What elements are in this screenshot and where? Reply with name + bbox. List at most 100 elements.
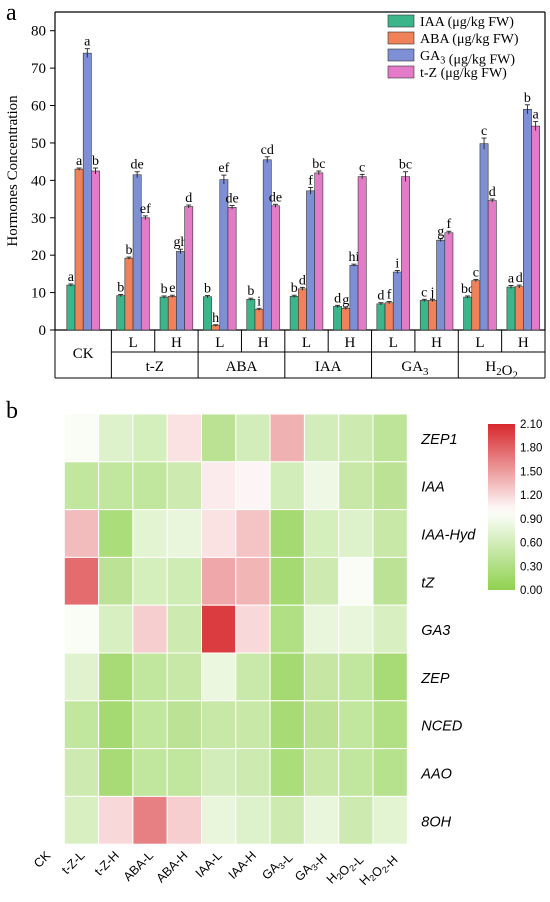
heatmap-cell: [303, 509, 340, 558]
significance-letter: a: [76, 154, 83, 169]
bar: [167, 296, 177, 331]
heatmap-cell: [98, 509, 134, 558]
colorbar-tick-label: 1.80: [520, 443, 542, 455]
sub-category-label: L: [215, 335, 224, 351]
sub-category-label: H: [171, 335, 182, 351]
heatmap-cell: [269, 795, 305, 845]
heatmap-cell: [132, 604, 168, 654]
significance-letter: b: [161, 282, 168, 297]
heatmap-cell: [29, 509, 65, 558]
heatmap-cell: [338, 700, 374, 750]
bar: [357, 176, 367, 331]
colorbar: [488, 424, 515, 590]
bar: [419, 300, 429, 331]
bar: [262, 159, 272, 331]
heatmap-cell: [98, 748, 134, 797]
heatmap-cell: [201, 509, 237, 558]
heatmap-cell: [166, 556, 202, 606]
heatmap-cell: [303, 700, 340, 750]
heatmap-cell: [166, 748, 202, 797]
significance-letter: e: [169, 281, 175, 296]
bar: [184, 206, 194, 331]
heatmap-cell: [63, 509, 100, 558]
column-label: CK: [31, 848, 54, 871]
heatmap-cell: [29, 461, 65, 511]
heatmap-cell: [98, 413, 134, 463]
heatmap-cell: [201, 700, 237, 750]
heatmap-cell: [98, 652, 134, 702]
heatmap-cell: [132, 795, 168, 845]
significance-letter: d: [377, 289, 384, 304]
bar: [349, 264, 359, 331]
significance-letter: h: [212, 311, 219, 326]
heatmap-cell: [372, 795, 408, 845]
row-label: ZEP1: [420, 432, 457, 448]
significance-letter: c: [473, 265, 479, 280]
heatmap-cell: [338, 413, 374, 463]
significance-letter: f: [447, 217, 452, 232]
row-label: 8OH: [421, 814, 451, 830]
heatmap-cell: [201, 604, 237, 654]
bar: [506, 286, 516, 331]
heatmap-cell: [269, 509, 305, 558]
row-label: tZ: [421, 575, 435, 591]
heatmap-cell: [132, 748, 168, 797]
heatmap-cell: [29, 652, 65, 702]
heatmap-cell: [303, 748, 340, 797]
bar: [254, 309, 264, 331]
bar: [487, 200, 497, 331]
bar: [159, 296, 169, 331]
heatmap-cell: [235, 748, 271, 797]
significance-letter: hi: [349, 250, 360, 265]
legend-swatch: [387, 14, 415, 28]
heatmap-cell: [63, 461, 100, 511]
legend-label: ABA (μg/kg FW): [420, 32, 519, 47]
heatmap-cell: [63, 556, 100, 606]
bar: [271, 205, 280, 331]
heatmap-cell: [372, 461, 408, 511]
heatmap-cell: [303, 652, 340, 702]
group-label: ABA: [226, 359, 258, 375]
heatmap-cell: [63, 413, 100, 463]
significance-letter: de: [269, 190, 282, 205]
heatmap-cell: [338, 748, 374, 797]
heatmap-cell: [29, 795, 65, 845]
colorbar-tick-label: 0.90: [520, 514, 542, 526]
y-tick-label: 10: [31, 286, 46, 302]
bar: [384, 302, 394, 331]
heatmap-cell: [63, 795, 100, 845]
bar: [463, 296, 473, 331]
significance-letter: f: [387, 288, 392, 303]
sub-category-label: L: [302, 335, 311, 351]
column-label: ABA-L: [121, 848, 156, 883]
panel-b-label: b: [6, 398, 18, 424]
heatmap-cell: [132, 556, 168, 606]
significance-letter: d: [516, 271, 523, 286]
y-tick-label: 50: [31, 136, 46, 152]
significance-letter: a: [533, 108, 540, 123]
significance-letter: b: [247, 284, 254, 299]
significance-letter: gh: [174, 235, 188, 250]
heatmap-cell: [29, 748, 65, 797]
heatmap-cell: [372, 556, 408, 606]
heatmap-cell: [166, 795, 202, 845]
heatmap-cell: [269, 556, 305, 606]
colorbar-tick-label: 1.50: [520, 466, 542, 478]
y-tick-label: 40: [31, 173, 46, 189]
heatmap-cell: [132, 413, 168, 463]
heatmap-cell: [63, 700, 100, 750]
heatmap-cell: [338, 556, 374, 606]
legend-swatch: [387, 48, 415, 62]
heatmap-cell: [63, 652, 100, 702]
legend-label: IAA (μg/kg FW): [420, 15, 514, 30]
legend-label: t-Z (μg/kg FW): [420, 66, 507, 81]
row-label: NCED: [421, 719, 462, 735]
legend-swatch: [387, 65, 415, 79]
sub-category-label: H: [258, 335, 269, 351]
sub-category-label: H: [431, 335, 442, 351]
heatmap-cell: [98, 461, 134, 511]
heatmap-cell: [132, 509, 168, 558]
significance-letter: b: [524, 91, 531, 106]
heatmap-cell: [132, 461, 168, 511]
colorbar-tick-label: 0.60: [520, 538, 542, 550]
